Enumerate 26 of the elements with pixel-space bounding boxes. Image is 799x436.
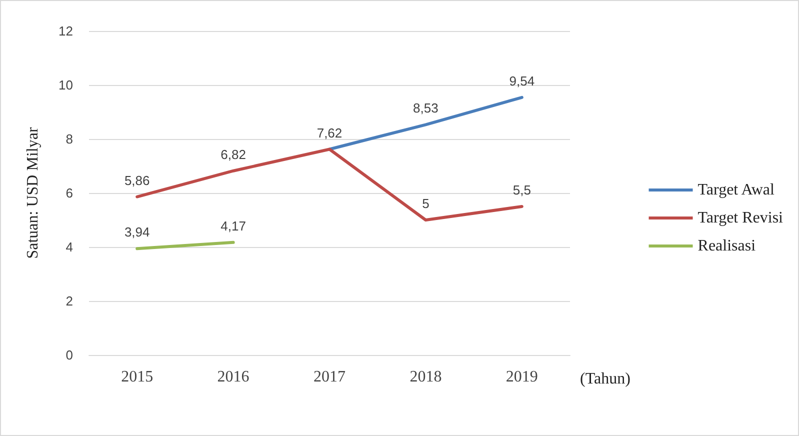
legend-label: Realisasi [698,238,756,254]
x-tick-label: 2015 [121,368,154,386]
y-tick-label: 8 [66,132,73,146]
data-label: 5,86 [124,172,150,188]
y-tick-label: 10 [58,78,73,92]
data-label: 7,62 [316,125,342,140]
y-axis-title: Satuan: USD Milyar [24,126,42,259]
y-tick-label: 12 [58,24,73,38]
x-tick-label: 2019 [506,368,538,386]
data-label: 6,82 [220,146,246,162]
x-tick-label: 2018 [410,368,442,386]
y-tick-label: 4 [66,240,73,254]
x-tick-label: 2017 [314,368,346,386]
x-axis-title: (Tahun) [580,370,630,388]
legend-label: Target Awal [698,182,775,198]
y-tick-label: 0 [66,348,73,362]
y-tick-label: 6 [66,186,73,200]
data-label: 4,17 [220,218,246,234]
data-label: 9,54 [509,73,535,88]
data-label: 3,94 [124,224,150,240]
legend-label: Target Revisi [698,210,784,226]
data-label: 5,5 [512,182,531,198]
data-label: 5 [422,196,430,211]
x-tick-label: 2016 [217,368,250,386]
data-label: 8,53 [413,100,438,116]
y-tick-label: 2 [66,294,73,308]
